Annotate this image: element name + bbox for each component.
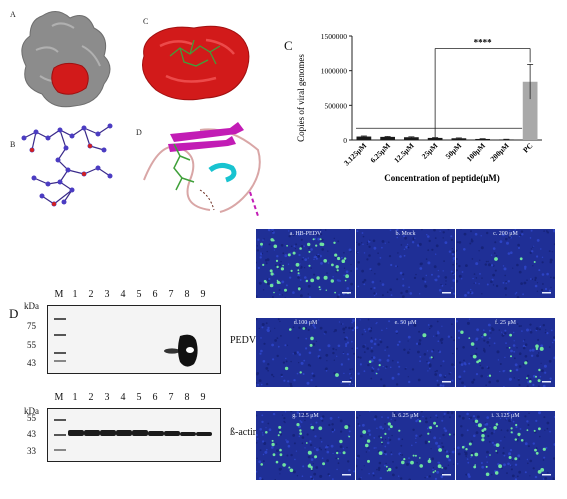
x-tick-label: PC xyxy=(521,141,534,154)
panel-c-surface-image xyxy=(142,25,250,101)
blot-bottom-lane-label: 4 xyxy=(120,392,126,403)
x-tick-label: 25μM xyxy=(420,141,440,161)
blot-top-kda-unit: kDa xyxy=(24,301,39,311)
blot-bottom-kda-33: 33 xyxy=(27,446,36,456)
panel-c-label: C xyxy=(143,17,149,26)
bar xyxy=(427,137,443,140)
y-tick-label: 1000000 xyxy=(321,67,348,76)
x-tick-label: 6.25μM xyxy=(368,141,392,165)
blot-bottom-lane-label: M xyxy=(54,392,64,403)
blot-top-kda-55: 55 xyxy=(27,340,36,350)
blot-top-lane-label: 7 xyxy=(168,289,174,300)
blot-top-kda-43: 43 xyxy=(27,358,36,368)
bar xyxy=(499,139,514,140)
blot-top-lane-label: 4 xyxy=(120,289,126,300)
x-tick-label: 50μM xyxy=(444,141,464,161)
blot-top-lane-label: 8 xyxy=(184,289,190,300)
y-axis-label: Copies of viral genomes xyxy=(296,54,306,142)
if-panel-caption: d.100 μM xyxy=(293,320,318,326)
y-tick-label: 500000 xyxy=(325,101,348,110)
bar xyxy=(404,137,419,140)
blot-top-kda-75: 75 xyxy=(27,321,36,331)
if-panel-caption: f. 25 μM xyxy=(494,320,517,326)
blot-top-lane-label: 2 xyxy=(88,289,94,300)
if-panel-caption: h. 6.25 μM xyxy=(392,413,419,419)
immunofluorescence-grid: a. HB-PEDV b. Mock c. 200 μM d.100 μM e. 50 … xyxy=(256,229,556,491)
y-tick-label: 0 xyxy=(343,136,347,145)
blot-top-lane-label: 6 xyxy=(152,289,158,300)
pedv-n-blot xyxy=(47,305,221,374)
panel-a-label: A xyxy=(10,10,16,19)
viral-genome-bar-chart: Copies of viral genomes Concentration of… xyxy=(296,32,542,183)
blot-bottom-lane-label: 5 xyxy=(136,392,142,403)
blot-bottom-kda-55: 55 xyxy=(27,413,36,423)
blot-top-lane-label: 1 xyxy=(72,289,78,300)
blot-bottom-kda-43: 43 xyxy=(27,429,36,439)
blot-bottom-kda-unit: kDa xyxy=(24,406,39,416)
blot-bottom-lane-label: 3 xyxy=(104,392,110,403)
x-axis-label: Concentration of peptide(μM) xyxy=(384,173,500,183)
blot-panel-label: D xyxy=(9,306,19,321)
x-tick-label: 100μM xyxy=(465,141,487,163)
bar xyxy=(522,81,538,140)
chart-panel-label: C xyxy=(284,38,293,53)
if-panel-caption: c. 200 μM xyxy=(493,231,518,237)
blot-top-lane-label: M xyxy=(54,289,64,300)
blot-top-lane-label: 9 xyxy=(200,289,206,300)
bar xyxy=(356,136,372,140)
if-panel: g. 12.5 μM xyxy=(256,411,355,480)
blot-top-lane-label: 3 xyxy=(104,289,110,300)
blot-bottom-lane-label: 1 xyxy=(72,392,78,403)
if-panel-caption: b. Mock xyxy=(395,231,416,237)
x-tick-label: 12.5μM xyxy=(392,141,416,165)
blot-bottom-lane-label: 9 xyxy=(200,392,206,403)
if-panel: e. 50 μM xyxy=(356,318,455,387)
beta-actin-label: ß-actin xyxy=(230,427,258,438)
if-panel: c. 200 μM xyxy=(456,229,555,298)
if-panel: b. Mock xyxy=(356,229,455,298)
if-panel-caption: a. HB-PEDV xyxy=(289,231,322,237)
if-panel: i. 3.125 μM xyxy=(456,411,555,480)
blot-bottom-lane-label: 8 xyxy=(184,392,190,403)
panel-b-ball-stick-image xyxy=(21,123,113,207)
blot-bottom-lane-label: 6 xyxy=(152,392,158,403)
blot-top-lane-label: 5 xyxy=(136,289,142,300)
if-panel: f. 25 μM xyxy=(456,318,555,387)
significance-label: **** xyxy=(474,37,493,47)
if-panel: d.100 μM xyxy=(256,318,355,387)
if-panel: h. 6.25 μM xyxy=(356,411,455,480)
pedv-n-label: PEDV N xyxy=(230,335,266,346)
y-tick-label: 1500000 xyxy=(321,32,348,41)
blot-bottom-lane-label: 7 xyxy=(168,392,174,403)
panel-b-label: B xyxy=(10,140,16,149)
if-panel: a. HB-PEDV xyxy=(256,229,355,298)
blot-bottom-lane-label: 2 xyxy=(88,392,94,403)
bar xyxy=(475,138,490,140)
if-panel-caption: g. 12.5 μM xyxy=(292,413,319,419)
panel-a-surface-image xyxy=(21,11,111,108)
beta-actin-blot xyxy=(47,408,221,462)
bar xyxy=(451,138,467,140)
bar xyxy=(380,136,395,140)
if-panel-caption: e. 50 μM xyxy=(394,320,417,326)
x-tick-label: 200μM xyxy=(488,141,510,163)
panel-d-ribbon-image xyxy=(143,122,261,217)
if-panel-caption: i. 3.125 μM xyxy=(491,413,520,419)
panel-d-label: D xyxy=(136,128,142,137)
